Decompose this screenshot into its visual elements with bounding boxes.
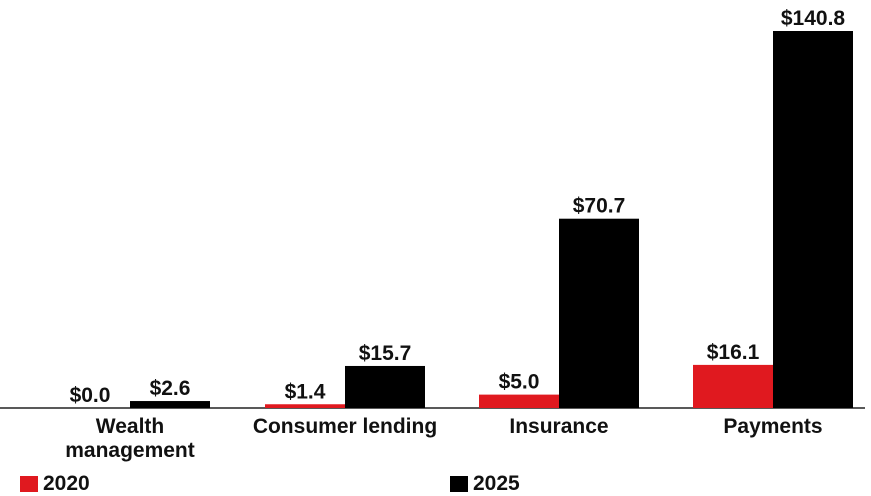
bar-consumer-lending-2020 bbox=[265, 404, 345, 408]
category-label-consumer-lending: Consumer lending bbox=[253, 415, 437, 438]
value-label-payments-2025: $140.8 bbox=[781, 7, 846, 30]
legend-label-2020: 2020 bbox=[43, 472, 90, 495]
legend-item-2020: 2020 bbox=[20, 472, 90, 496]
bar-consumer-lending-2025 bbox=[345, 365, 425, 408]
bar-wealth-management-2025 bbox=[130, 401, 210, 408]
legend-item-2025: 2025 bbox=[450, 472, 520, 496]
legend-swatch-2025 bbox=[450, 476, 468, 492]
value-label-wealth-management-2025: $2.6 bbox=[150, 377, 191, 400]
bars-layer bbox=[130, 31, 853, 408]
value-label-payments-2020: $16.1 bbox=[707, 341, 760, 364]
value-labels-layer: $0.0 $2.6 $1.4 $15.7 $5.0 $70.7 $16.1 $140.8 bbox=[70, 7, 846, 407]
value-label-consumer-lending-2020: $1.4 bbox=[285, 380, 326, 403]
bar-insurance-2025 bbox=[559, 218, 639, 408]
bar-payments-2020 bbox=[693, 364, 773, 408]
legend-label-2025: 2025 bbox=[473, 472, 520, 495]
category-labels-layer: Wealth management Consumer lending Insuranc… bbox=[65, 415, 822, 462]
category-label-wealth-management: Wealth management bbox=[65, 415, 195, 462]
value-label-consumer-lending-2025: $15.7 bbox=[359, 342, 412, 365]
bar-insurance-2020 bbox=[479, 394, 559, 408]
value-label-wealth-management-2020: $0.0 bbox=[70, 384, 111, 407]
value-label-insurance-2020: $5.0 bbox=[499, 371, 540, 394]
legend-swatch-2020 bbox=[20, 476, 38, 492]
category-label-insurance: Insurance bbox=[509, 415, 608, 438]
value-label-insurance-2025: $70.7 bbox=[573, 195, 626, 218]
bar-payments-2025 bbox=[773, 31, 853, 408]
category-label-payments: Payments bbox=[723, 415, 822, 438]
